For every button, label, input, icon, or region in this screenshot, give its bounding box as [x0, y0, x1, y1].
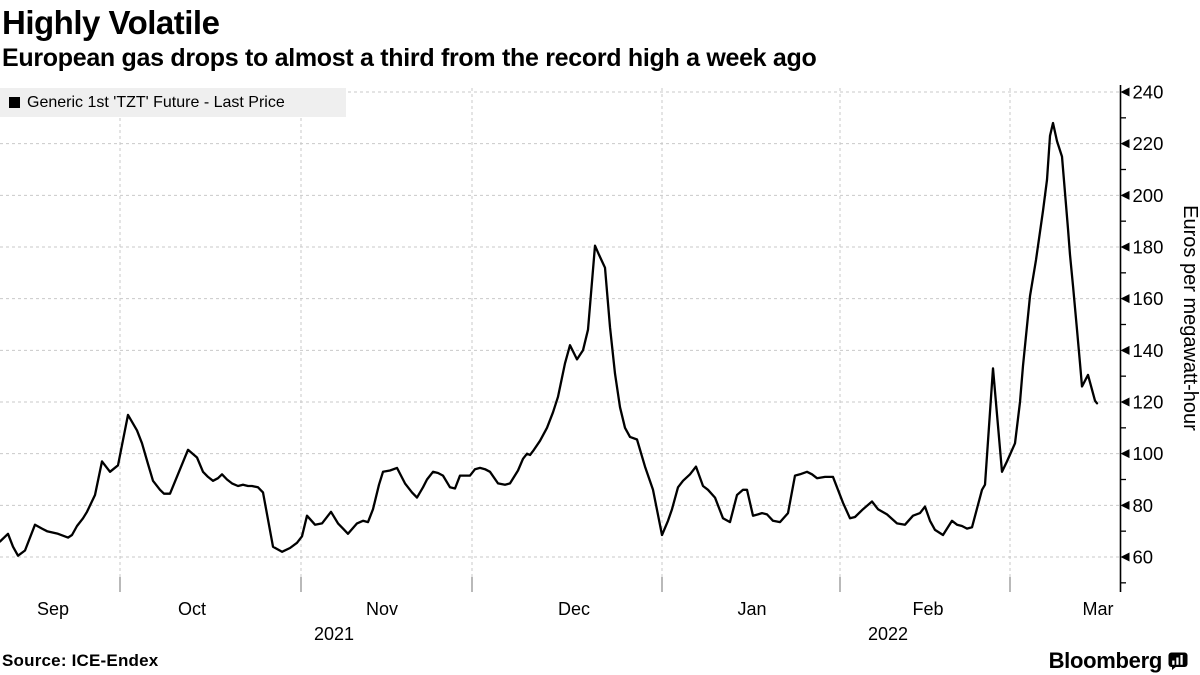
- bloomberg-chart-bubble-icon: [1168, 652, 1188, 670]
- x-month-label: Mar: [1083, 599, 1114, 619]
- y-tick-major: [1120, 449, 1130, 459]
- y-tick-major: [1120, 397, 1130, 407]
- y-tick-label: 160: [1133, 288, 1164, 309]
- y-tick-label: 60: [1133, 547, 1154, 568]
- y-tick-major: [1120, 242, 1130, 252]
- bloomberg-wordmark: Bloomberg: [1048, 648, 1163, 673]
- x-month-label: Oct: [178, 599, 206, 619]
- y-tick-major: [1120, 294, 1130, 304]
- x-month-label: Jan: [737, 599, 766, 619]
- y-tick-major: [1120, 500, 1130, 510]
- y-tick-major: [1120, 552, 1130, 562]
- bloomberg-logo: Bloomberg: [1049, 648, 1188, 674]
- price-line: [0, 121, 1099, 557]
- y-tick-label: 200: [1133, 185, 1164, 206]
- y-axis-title: Euros per megawatt-hour: [1179, 205, 1200, 431]
- legend-label: Generic 1st 'TZT' Future - Last Price: [27, 93, 285, 111]
- y-tick-major: [1120, 190, 1130, 200]
- page-subtitle: European gas drops to almost a third fro…: [2, 44, 817, 72]
- page-title: Highly Volatile: [2, 4, 220, 41]
- y-tick-label: 140: [1133, 340, 1164, 361]
- x-month-label: Sep: [37, 599, 69, 619]
- legend-swatch-icon: [9, 97, 20, 108]
- x-month-label: Nov: [366, 599, 398, 619]
- x-month-label: Dec: [558, 599, 590, 619]
- x-year-label: 2022: [868, 624, 908, 644]
- y-tick-major: [1120, 345, 1130, 355]
- y-tick-major: [1120, 139, 1130, 149]
- y-tick-label: 100: [1133, 443, 1164, 464]
- chart-legend: Generic 1st 'TZT' Future - Last Price: [0, 88, 346, 117]
- y-tick-label: 220: [1133, 133, 1164, 154]
- x-year-label: 2021: [314, 624, 354, 644]
- source-note: Source: ICE-Endex: [2, 651, 159, 670]
- y-tick-label: 120: [1133, 392, 1164, 413]
- x-month-label: Feb: [912, 599, 943, 619]
- y-tick-major: [1120, 87, 1130, 97]
- y-tick-label: 80: [1133, 495, 1154, 516]
- y-tick-label: 180: [1133, 237, 1164, 258]
- y-tick-label: 240: [1133, 82, 1164, 103]
